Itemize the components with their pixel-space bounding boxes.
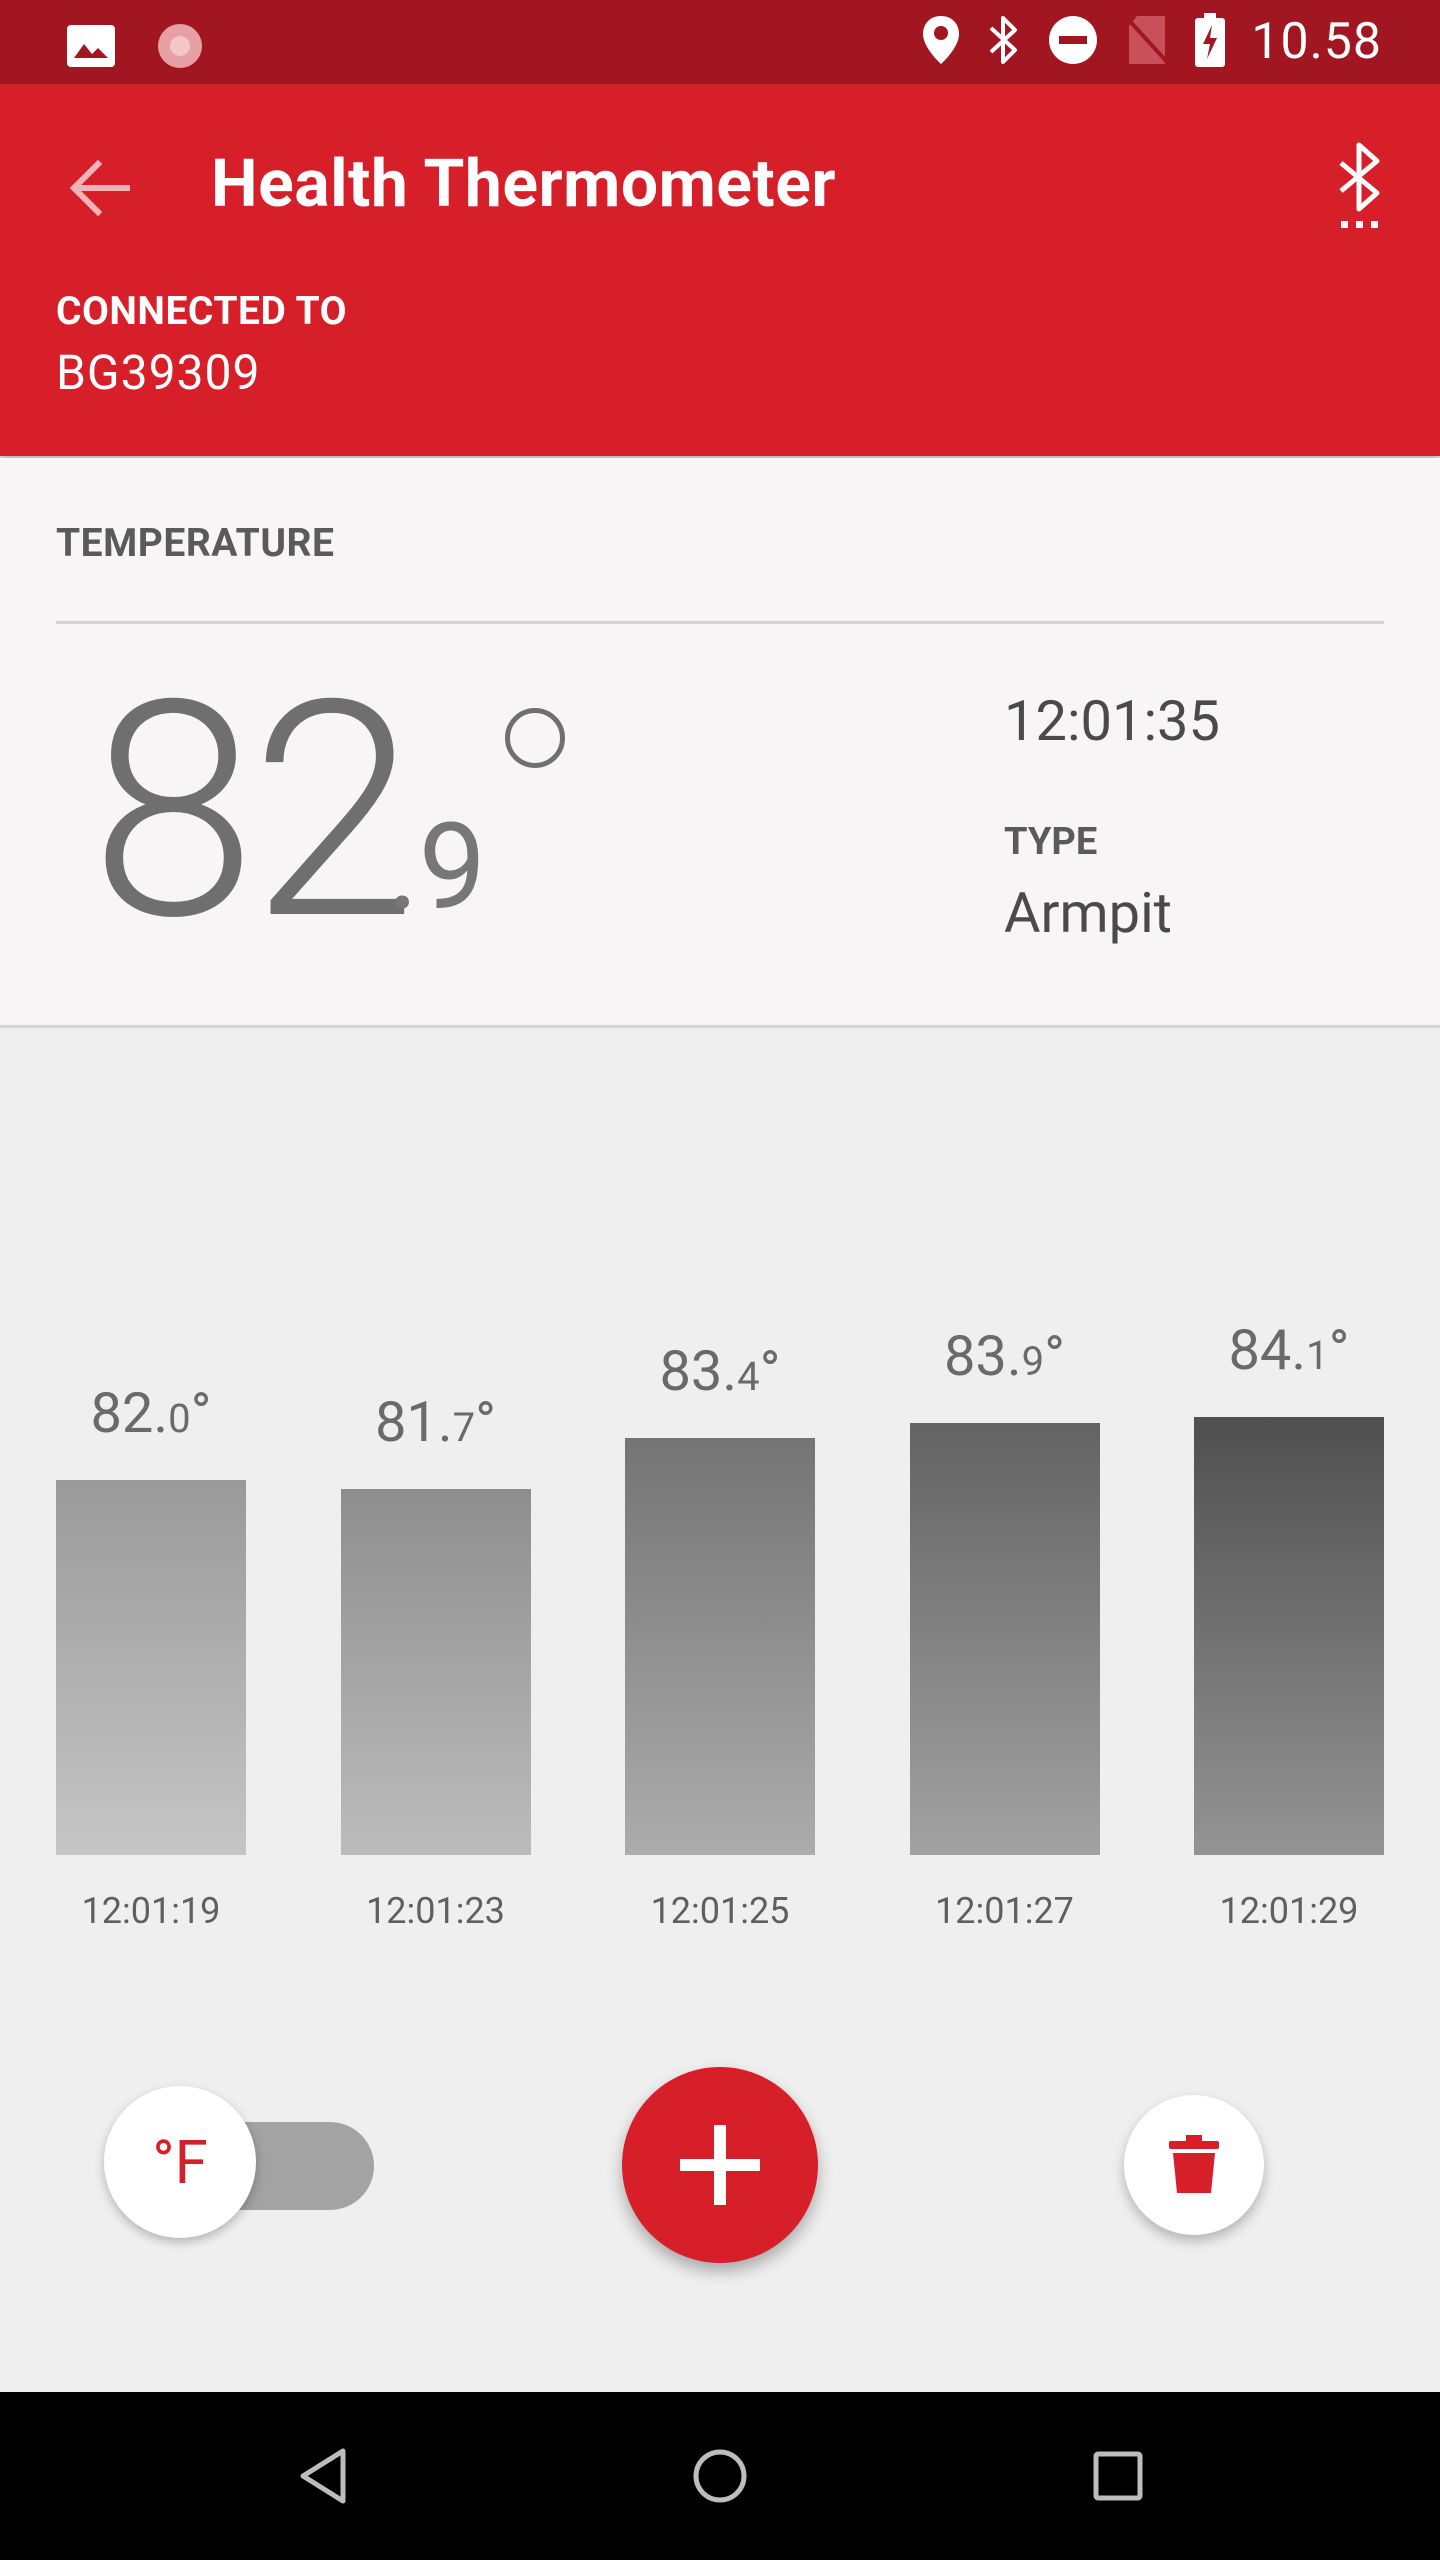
divider [56,621,1384,624]
trash-icon [1169,2135,1219,2193]
image-icon [66,24,116,72]
battery-charging-icon [1195,13,1226,71]
chart-bar [56,1480,246,1855]
chart-bar-value-label: 83.4° [659,1338,781,1404]
temperature-history-chart: 82.0° 12:01:19 81.7° 12:01:23 83.4° 12:01:25 8… [0,1030,1440,1950]
measurement-time: 12:01:35 [1004,688,1220,754]
temperature-section-label: TEMPERATURE [56,520,335,566]
nav-back-icon [300,2448,346,2504]
nav-home-button[interactable] [680,2436,760,2516]
nav-recents-icon [1093,2451,1143,2501]
chart-bar-value-label: 83.9° [943,1323,1066,1389]
status-bar: 10.58 [0,0,1440,84]
temperature-card: TEMPERATURE 82 .9 12:01:35 TYPE Armpit [0,458,1440,1028]
bluetooth-search-button[interactable] [1320,136,1400,236]
bluetooth-icon [987,14,1021,70]
delete-button[interactable] [1124,2095,1264,2235]
unit-toggle[interactable]: °F [104,2086,374,2238]
unit-label: °F [152,2126,208,2198]
temperature-value-integer: 82 [90,637,417,988]
chart-bar [625,1438,815,1855]
connected-label: CONNECTED TO [56,288,347,334]
status-left-icons [66,20,206,76]
chart-time-label: 12:01:29 [1219,1890,1359,1932]
chart-time-label: 12:01:27 [935,1890,1074,1932]
temperature-value-decimal: .9 [387,798,487,938]
loading-icon [154,20,206,76]
chart-bar-value-label: 84.1° [1228,1317,1350,1383]
page-title: Health Thermometer [211,146,837,223]
chart-time-label: 12:01:25 [650,1890,790,1932]
chart-time-label: 12:01:23 [366,1890,505,1932]
app-bar: Health Thermometer CONNECTED TO BG39309 [0,84,1440,456]
nav-home-icon [693,2449,747,2503]
toggle-thumb[interactable]: °F [104,2086,256,2238]
do-not-disturb-icon [1047,14,1099,70]
chart-bar-value-label: 82.0° [90,1380,212,1446]
location-icon [921,14,961,70]
type-label: TYPE [1004,820,1098,864]
chart-bar [1194,1417,1384,1855]
bluetooth-searching-icon [1339,142,1380,228]
temperature-decimal-digit: 9 [418,798,487,938]
nav-back-button[interactable] [282,2436,362,2516]
add-measurement-button[interactable] [622,2067,818,2263]
no-sim-icon [1125,14,1169,70]
chart-time-label: 12:01:19 [81,1890,221,1932]
navigation-bar [0,2392,1440,2560]
nav-recents-button[interactable] [1078,2436,1158,2516]
type-value: Armpit [1004,880,1172,946]
device-name: BG39309 [56,344,261,401]
arrow-back-icon [70,160,130,216]
status-time: 10.58 [1251,13,1382,71]
degree-symbol [505,708,565,768]
add-icon [680,2125,760,2205]
back-button[interactable] [60,148,140,228]
status-right-icons: 10.58 [921,10,1382,74]
chart-bar-value-label: 81.7° [374,1389,497,1455]
chart-bar [340,1489,531,1855]
chart-bar [909,1423,1100,1855]
